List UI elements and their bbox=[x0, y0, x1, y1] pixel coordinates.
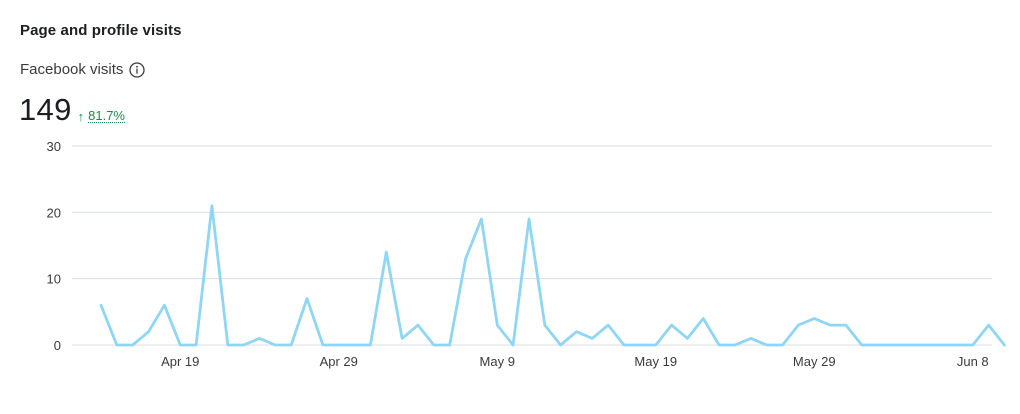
data-point[interactable] bbox=[541, 321, 549, 329]
data-point[interactable] bbox=[779, 341, 787, 349]
data-point[interactable] bbox=[398, 334, 406, 342]
x-tick-label: May 29 bbox=[793, 354, 836, 369]
data-point[interactable] bbox=[604, 321, 612, 329]
data-point[interactable] bbox=[176, 341, 184, 349]
y-tick-label: 10 bbox=[47, 272, 61, 287]
arrow-up-icon: ↑ bbox=[77, 109, 85, 124]
data-point[interactable] bbox=[477, 215, 485, 223]
data-point[interactable] bbox=[509, 341, 517, 349]
data-point[interactable] bbox=[525, 215, 533, 223]
x-tick-label: Apr 19 bbox=[161, 354, 199, 369]
data-point[interactable] bbox=[985, 321, 993, 329]
data-point[interactable] bbox=[620, 341, 628, 349]
data-point[interactable] bbox=[842, 321, 850, 329]
change-indicator: ↑ 81.7% bbox=[77, 108, 125, 124]
data-point[interactable] bbox=[113, 341, 121, 349]
total-row: 149 ↑ 81.7% bbox=[19, 92, 125, 128]
data-point[interactable] bbox=[240, 341, 248, 349]
data-point[interactable] bbox=[145, 328, 153, 336]
data-point[interactable] bbox=[921, 341, 929, 349]
x-tick-label: Apr 29 bbox=[320, 354, 358, 369]
data-point[interactable] bbox=[826, 321, 834, 329]
data-point[interactable] bbox=[683, 334, 691, 342]
data-point[interactable] bbox=[160, 301, 168, 309]
data-point[interactable] bbox=[446, 341, 454, 349]
data-point[interactable] bbox=[287, 341, 295, 349]
data-point[interactable] bbox=[905, 341, 913, 349]
data-point[interactable] bbox=[208, 202, 216, 210]
info-icon[interactable] bbox=[129, 61, 146, 78]
info-icon-glyph bbox=[129, 61, 146, 78]
x-tick-label: May 9 bbox=[480, 354, 515, 369]
section-title: Page and profile visits bbox=[20, 22, 182, 39]
data-point[interactable] bbox=[224, 341, 232, 349]
data-point[interactable] bbox=[573, 328, 581, 336]
data-point[interactable] bbox=[303, 295, 311, 303]
data-point[interactable] bbox=[271, 341, 279, 349]
data-point[interactable] bbox=[129, 341, 137, 349]
change-percentage[interactable]: 81.7% bbox=[88, 108, 125, 123]
data-point[interactable] bbox=[351, 341, 359, 349]
data-point[interactable] bbox=[462, 255, 470, 263]
data-point[interactable] bbox=[319, 341, 327, 349]
data-point[interactable] bbox=[493, 321, 501, 329]
data-point[interactable] bbox=[858, 341, 866, 349]
total-visits-value: 149 bbox=[19, 92, 72, 127]
data-point[interactable] bbox=[430, 341, 438, 349]
data-point[interactable] bbox=[969, 341, 977, 349]
data-point[interactable] bbox=[953, 341, 961, 349]
y-tick-label: 20 bbox=[47, 205, 61, 220]
x-tick-label: May 19 bbox=[634, 354, 677, 369]
metric-header: Facebook visits bbox=[20, 61, 146, 78]
data-point[interactable] bbox=[731, 341, 739, 349]
data-point[interactable] bbox=[652, 341, 660, 349]
data-point[interactable] bbox=[668, 321, 676, 329]
data-point[interactable] bbox=[763, 341, 771, 349]
data-point[interactable] bbox=[794, 321, 802, 329]
data-point[interactable] bbox=[747, 334, 755, 342]
data-point[interactable] bbox=[192, 341, 200, 349]
data-point[interactable] bbox=[382, 248, 390, 256]
y-tick-label: 0 bbox=[54, 338, 61, 353]
data-point[interactable] bbox=[97, 301, 105, 309]
data-point[interactable] bbox=[588, 334, 596, 342]
series-line[interactable] bbox=[99, 204, 1006, 347]
data-point[interactable] bbox=[557, 341, 565, 349]
data-point[interactable] bbox=[874, 341, 882, 349]
data-point[interactable] bbox=[699, 315, 707, 323]
data-point[interactable] bbox=[414, 321, 422, 329]
data-point[interactable] bbox=[1000, 341, 1008, 349]
data-point[interactable] bbox=[256, 334, 264, 342]
metric-label: Facebook visits bbox=[20, 61, 124, 78]
data-point[interactable] bbox=[890, 341, 898, 349]
data-point[interactable] bbox=[335, 341, 343, 349]
data-point[interactable] bbox=[937, 341, 945, 349]
data-point[interactable] bbox=[366, 341, 374, 349]
data-point[interactable] bbox=[715, 341, 723, 349]
y-tick-label: 30 bbox=[47, 139, 61, 154]
data-point[interactable] bbox=[636, 341, 644, 349]
data-point[interactable] bbox=[810, 315, 818, 323]
x-tick-label: Jun 8 bbox=[957, 354, 989, 369]
